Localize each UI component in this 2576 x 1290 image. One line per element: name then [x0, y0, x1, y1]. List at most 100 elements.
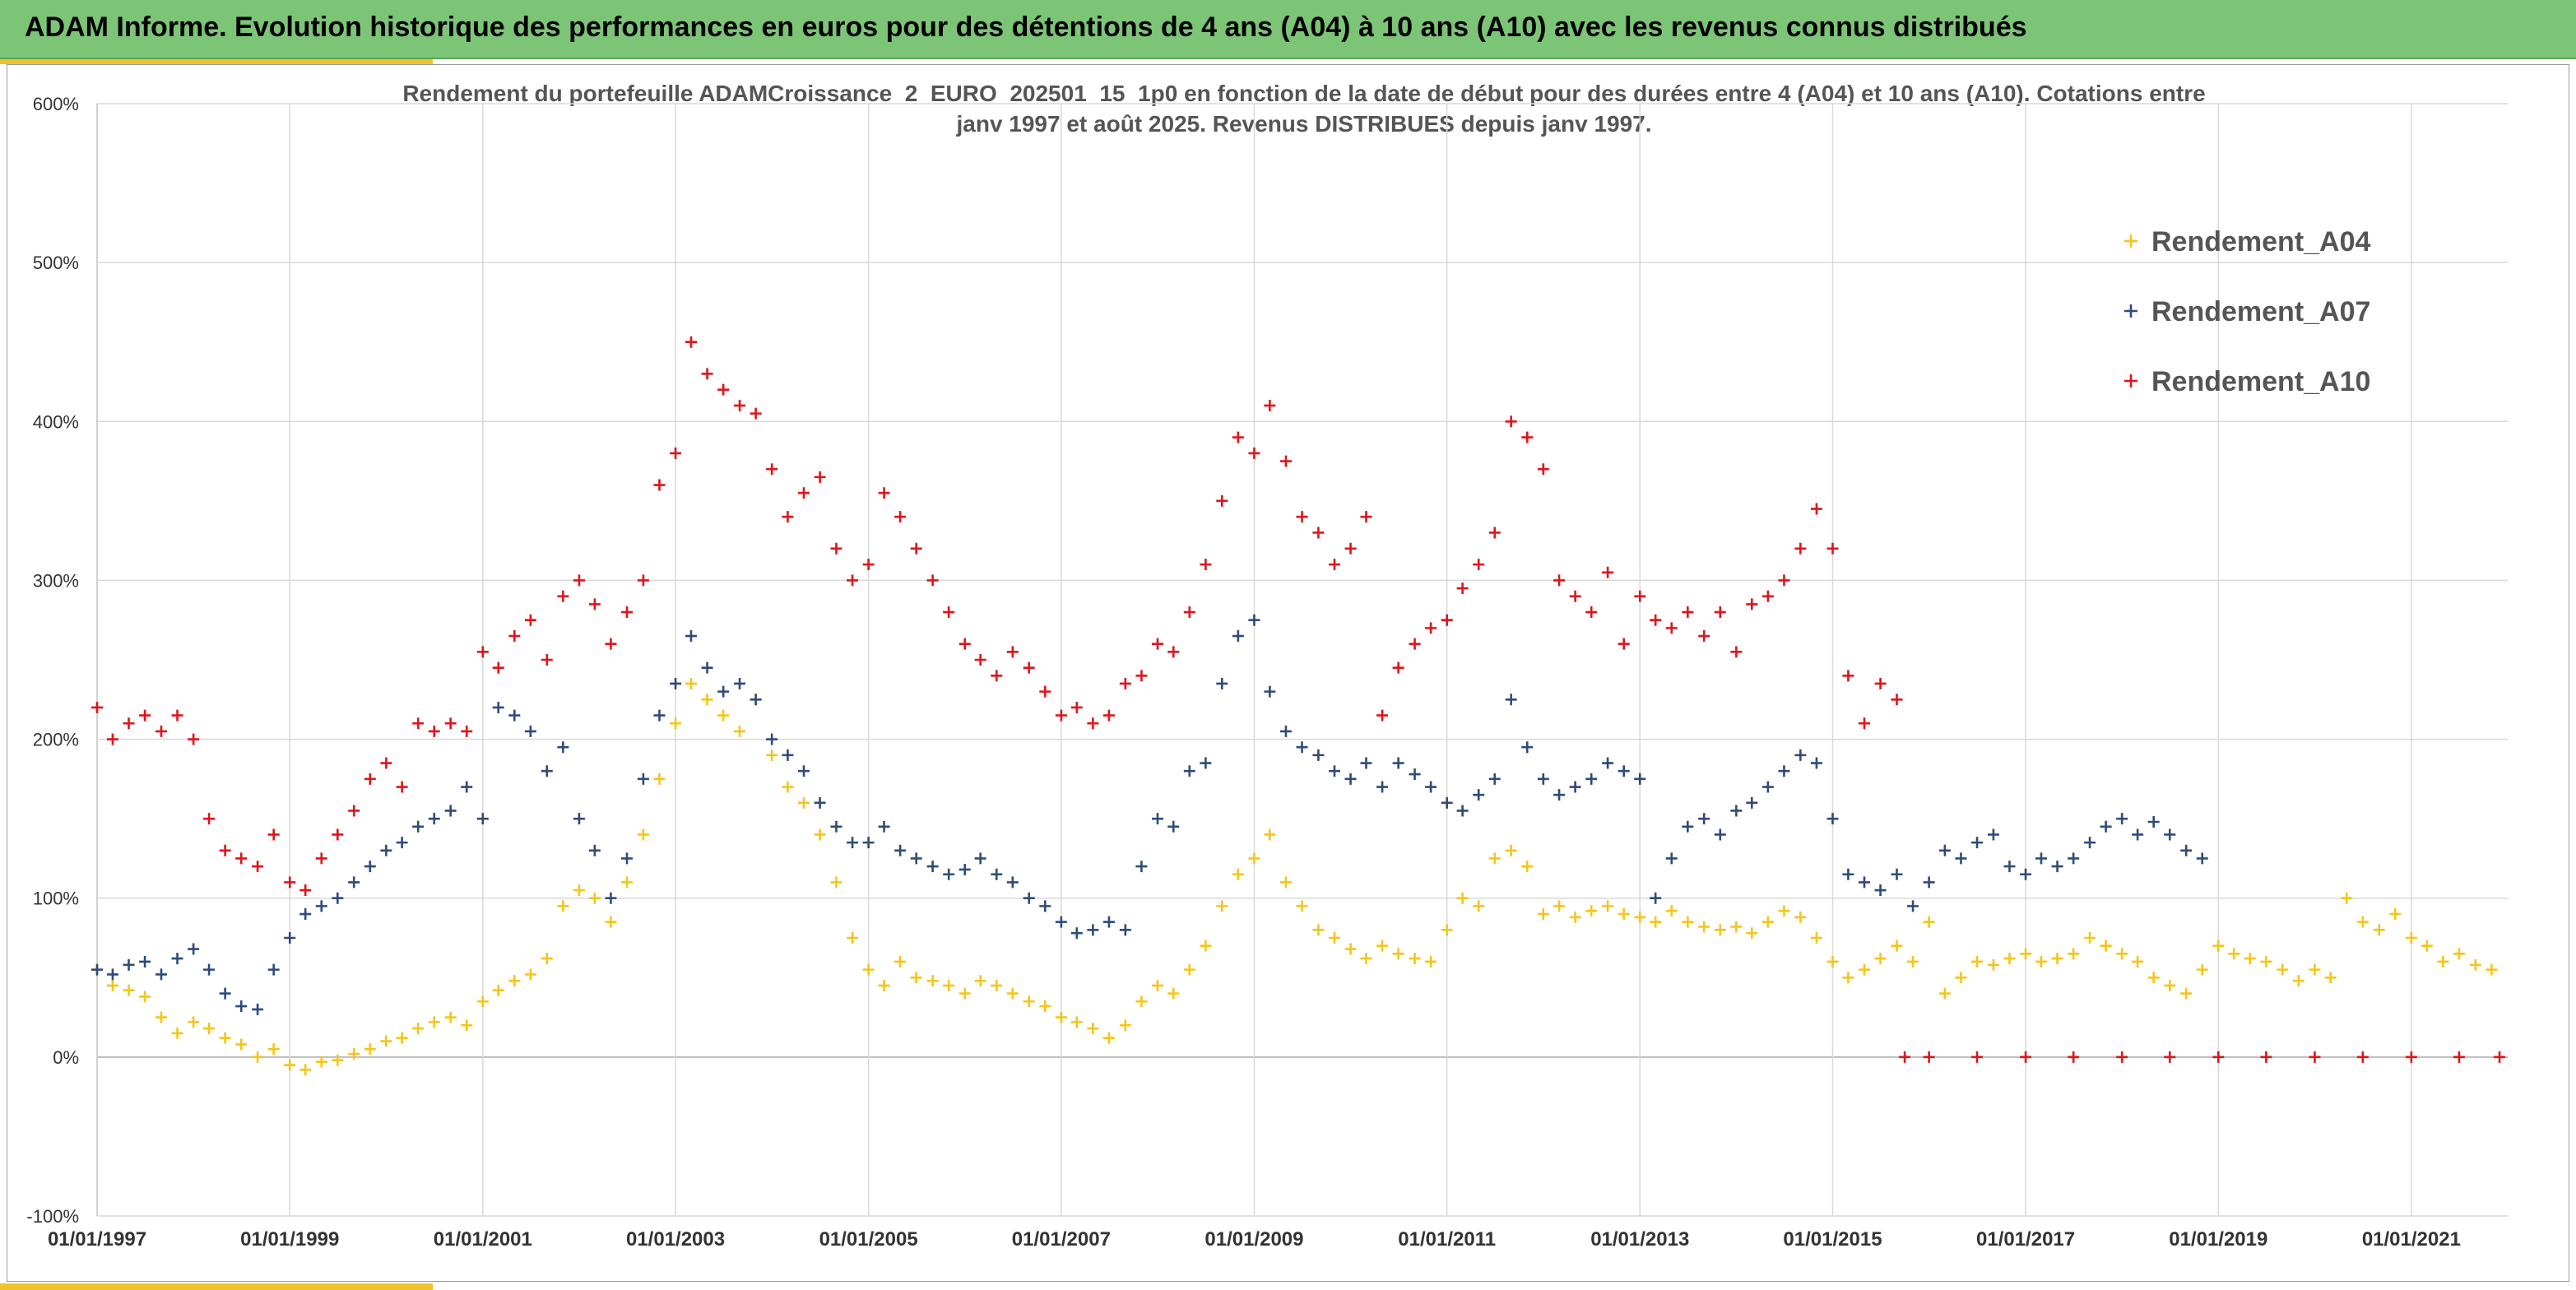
data-point-Rendement_A10: [1183, 606, 1195, 619]
data-point-Rendement_A07: [2068, 852, 2080, 865]
data-point-Rendement_A07: [782, 749, 794, 761]
data-point-Rendement_A10: [685, 336, 697, 348]
data-point-Rendement_A10: [2356, 1051, 2369, 1063]
data-point-Rendement_A10: [798, 487, 810, 499]
data-point-Rendement_A07: [1585, 773, 1598, 785]
chart-frame: [7, 64, 2569, 1282]
data-point-Rendement_A10: [1279, 455, 1292, 467]
data-point-Rendement_A10: [1328, 559, 1340, 571]
data-point-Rendement_A07: [396, 837, 408, 849]
data-point-Rendement_A07: [1553, 789, 1566, 801]
data-point-Rendement_A04: [2309, 963, 2321, 976]
data-point-Rendement_A04: [396, 1032, 408, 1044]
data-point-Rendement_A07: [1425, 781, 1437, 793]
data-point-Rendement_A04: [991, 979, 1003, 991]
data-point-Rendement_A07: [1473, 789, 1485, 801]
data-point-Rendement_A04: [910, 972, 922, 984]
data-point-Rendement_A04: [926, 975, 939, 987]
data-point-Rendement_A10: [219, 844, 231, 856]
data-point-Rendement_A04: [524, 968, 536, 981]
data-point-Rendement_A04: [1119, 1019, 1131, 1032]
data-point-Rendement_A04: [2437, 955, 2449, 968]
data-point-Rendement_A10: [766, 463, 778, 476]
data-point-Rendement_A10: [1119, 677, 1131, 689]
data-point-Rendement_A10: [348, 805, 360, 817]
data-point-Rendement_A07: [991, 868, 1003, 880]
data-point-Rendement_A07: [461, 781, 473, 793]
data-point-Rendement_A04: [2405, 932, 2417, 944]
data-point-Rendement_A10: [476, 646, 489, 658]
data-point-Rendement_A07: [974, 852, 986, 865]
data-point-Rendement_A04: [284, 1059, 296, 1071]
data-point-Rendement_A10: [782, 511, 794, 523]
data-point-Rendement_A10: [1023, 661, 1035, 674]
data-point-Rendement_A04: [1151, 979, 1163, 991]
data-point-Rendement_A10: [926, 574, 939, 587]
data-point-Rendement_A07: [106, 968, 118, 981]
data-point-Rendement_A04: [1376, 940, 1389, 952]
data-point-Rendement_A04: [2389, 908, 2402, 921]
data-point-Rendement_A04: [1312, 924, 1325, 936]
data-point-Rendement_A04: [557, 900, 569, 912]
data-point-Rendement_A04: [2469, 958, 2481, 971]
data-point-Rendement_A04: [1167, 987, 1180, 1000]
data-point-Rendement_A04: [1650, 916, 1662, 928]
data-point-Rendement_A04: [1456, 892, 1469, 904]
y-tick-label: 500%: [33, 253, 79, 273]
data-point-Rendement_A10: [1248, 447, 1260, 459]
series-Rendement_A10: [91, 336, 2506, 1063]
data-point-Rendement_A10: [91, 701, 103, 713]
data-point-Rendement_A07: [1392, 757, 1404, 769]
data-point-Rendement_A04: [444, 1011, 457, 1023]
data-point-Rendement_A04: [235, 1038, 248, 1051]
data-point-Rendement_A04: [2003, 953, 2016, 965]
data-point-Rendement_A04: [1987, 958, 1999, 971]
legend-label: Rendement_A10: [2151, 366, 2370, 397]
data-point-Rendement_A07: [847, 837, 859, 849]
data-point-Rendement_A07: [444, 805, 457, 817]
data-point-Rendement_A10: [991, 670, 1003, 682]
data-point-Rendement_A07: [348, 876, 360, 889]
y-tick-label: 200%: [33, 730, 79, 750]
data-point-Rendement_A04: [573, 884, 585, 897]
data-point-Rendement_A10: [171, 709, 183, 722]
data-point-Rendement_A07: [588, 844, 601, 856]
data-point-Rendement_A07: [2084, 837, 2096, 849]
data-point-Rendement_A04: [267, 1043, 280, 1056]
y-tick-label: 0%: [53, 1047, 79, 1068]
data-point-Rendement_A10: [235, 852, 248, 865]
data-point-Rendement_A04: [2164, 979, 2176, 991]
data-point-Rendement_A04: [252, 1051, 264, 1063]
data-point-Rendement_A10: [1842, 670, 1854, 682]
data-point-Rendement_A04: [847, 932, 859, 944]
data-point-Rendement_A07: [1537, 773, 1549, 785]
data-point-Rendement_A04: [1971, 955, 1984, 968]
data-point-Rendement_A07: [412, 820, 425, 833]
y-tick-label: -100%: [26, 1206, 79, 1227]
data-point-Rendement_A07: [1618, 765, 1630, 777]
data-point-Rendement_A10: [1618, 638, 1630, 650]
data-point-Rendement_A07: [1360, 757, 1372, 769]
data-point-Rendement_A07: [1859, 876, 1870, 889]
data-point-Rendement_A07: [492, 701, 504, 713]
data-point-Rendement_A10: [1376, 709, 1389, 722]
data-point-Rendement_A07: [750, 694, 762, 706]
data-point-Rendement_A04: [1714, 924, 1726, 936]
data-point-Rendement_A07: [299, 908, 312, 921]
data-point-Rendement_A07: [910, 852, 922, 865]
data-point-Rendement_A07: [2147, 816, 2160, 828]
data-point-Rendement_A04: [588, 892, 601, 904]
data-point-Rendement_A07: [670, 677, 682, 689]
data-point-Rendement_A04: [782, 781, 794, 793]
data-point-Rendement_A07: [123, 958, 135, 971]
data-point-Rendement_A07: [1376, 781, 1389, 793]
legend-marker: [2124, 234, 2137, 248]
data-point-Rendement_A07: [685, 630, 697, 643]
data-point-Rendement_A07: [267, 963, 280, 976]
data-point-Rendement_A04: [2485, 963, 2498, 976]
data-point-Rendement_A07: [1248, 614, 1260, 626]
data-point-Rendement_A07: [734, 677, 746, 689]
data-point-Rendement_A10: [637, 574, 649, 587]
data-point-Rendement_A07: [188, 943, 200, 955]
data-point-Rendement_A07: [1135, 861, 1148, 873]
